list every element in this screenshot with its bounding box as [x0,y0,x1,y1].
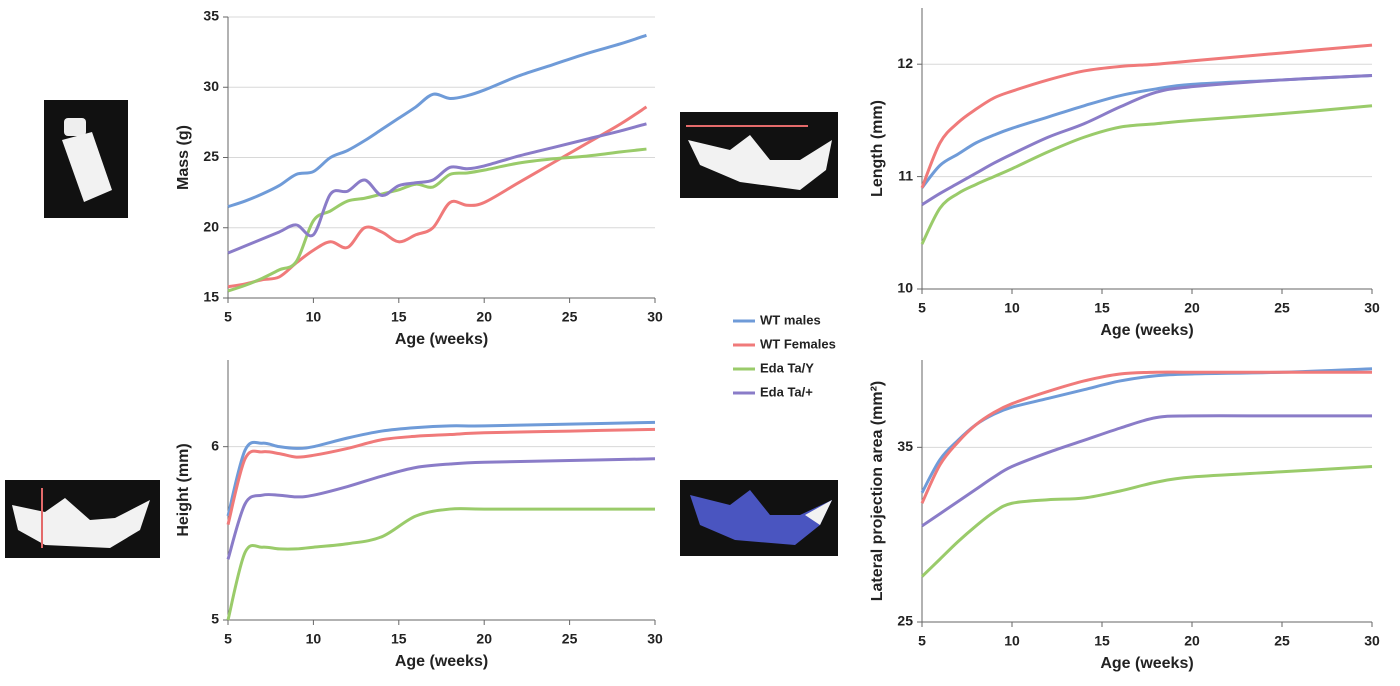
series-line [921,73,1373,206]
x-tick-label: 20 [476,631,492,647]
series-line [920,465,1373,578]
series-line [920,104,1373,245]
series-line [226,420,656,517]
x-tick-label: 10 [306,631,322,647]
series-line [227,147,647,293]
x-tick-label: 20 [1184,300,1200,316]
series-line [920,370,1372,504]
y-tick-label: 6 [211,437,219,453]
x-tick-label: 25 [1274,300,1290,316]
y-axis-label: Lateral projection area (mm²) [869,381,886,602]
series-line [226,507,655,621]
y-tick-label: 12 [897,55,913,71]
series-line [920,73,1373,189]
x-tick-label: 15 [391,309,407,325]
x-axis-label: Age (weeks) [395,653,488,670]
y-tick-label: 15 [203,289,219,305]
y-tick-label: 35 [203,8,219,24]
y-tick-label: 30 [203,78,219,94]
y-tick-label: 25 [897,613,913,629]
x-tick-label: 25 [1274,633,1290,649]
x-tick-label: 10 [306,309,322,325]
series-line [920,43,1373,189]
x-tick-label: 25 [562,309,578,325]
icon-jaw-length [680,112,838,198]
y-axis-label: Mass (g) [175,125,192,190]
y-axis-label: Height (mm) [175,443,192,536]
x-axis-label: Age (weeks) [1100,322,1193,339]
x-tick-label: 15 [391,631,407,647]
y-tick-label: 5 [211,611,219,627]
series-line [227,33,647,209]
x-axis-label: Age (weeks) [1100,655,1193,672]
y-tick-label: 25 [203,148,219,164]
x-tick-label: 30 [647,631,663,647]
x-tick-label: 30 [1364,300,1380,316]
icon-jaw-height [5,480,160,558]
x-tick-label: 20 [476,309,492,325]
x-tick-label: 10 [1004,300,1020,316]
series-line [226,457,656,560]
series-line [227,105,648,289]
legend-label: Eda Ta/+ [760,384,813,399]
x-tick-label: 20 [1184,633,1200,649]
x-tick-label: 15 [1094,633,1110,649]
icon-weight [44,100,128,218]
x-tick-label: 5 [224,309,232,325]
x-tick-label: 5 [918,633,926,649]
x-tick-label: 10 [1004,633,1020,649]
y-axis-label: Length (mm) [869,100,886,197]
x-tick-label: 25 [562,631,578,647]
x-tick-label: 5 [918,300,926,316]
icon-jaw-area [680,480,838,556]
legend-label: Eda Ta/Y [760,360,814,375]
x-tick-label: 5 [224,631,232,647]
y-tick-label: 20 [203,218,219,234]
y-tick-label: 11 [898,167,913,183]
legend-label: WT males [760,312,821,327]
x-tick-label: 15 [1094,300,1110,316]
y-tick-label: 35 [897,438,913,454]
x-tick-label: 30 [647,309,663,325]
y-tick-label: 10 [897,280,913,296]
legend-label: WT Females [760,336,836,351]
series-line [227,122,647,255]
series-line [920,367,1373,494]
series-line [226,427,656,526]
x-axis-label: Age (weeks) [395,331,488,348]
series-line [921,414,1372,528]
x-tick-label: 30 [1364,633,1380,649]
